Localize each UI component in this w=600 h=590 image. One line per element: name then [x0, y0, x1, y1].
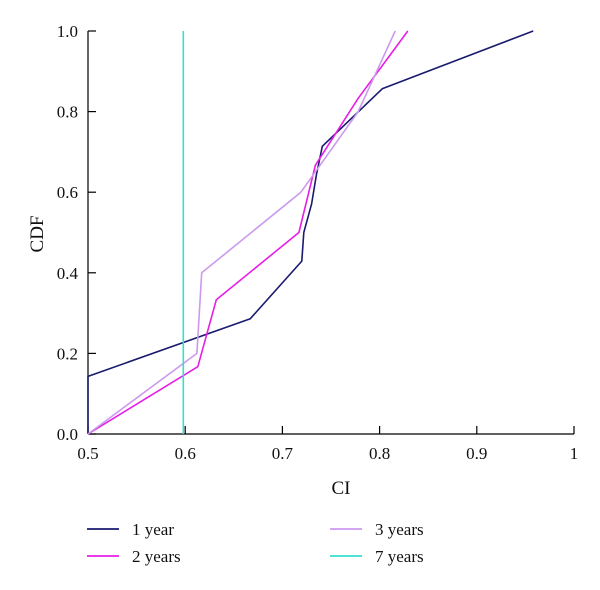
series-line-1-year	[87, 30, 534, 434]
y-axis-title: CDF	[27, 216, 48, 253]
x-axis-title: CI	[332, 478, 351, 499]
legend-label-1-year: 1 year	[132, 520, 174, 539]
y-tick-label: 0.6	[57, 183, 78, 202]
x-tick-label: 0.7	[272, 444, 294, 463]
y-tick-label: 0.8	[57, 103, 78, 122]
x-tick-label: 0.5	[77, 444, 98, 463]
legend: 1 year 2 years 3 years 7 years	[87, 520, 424, 566]
y-tick-label: 1.0	[57, 22, 78, 41]
x-tick-label: 0.8	[369, 444, 390, 463]
x-tick-label: 0.9	[466, 444, 487, 463]
legend-label-7-years: 7 years	[375, 547, 424, 566]
y-tick-label: 0.0	[57, 425, 78, 444]
legend-label-3-years: 3 years	[375, 520, 424, 539]
axes: 0.5 0.6 0.7 0.8 0.9 1 0.0 0.2 0.4 0.6 0.8 1.0	[57, 22, 579, 463]
x-tick-label: 1	[570, 444, 579, 463]
series-lines	[87, 30, 534, 435]
series-line-3-years	[87, 30, 396, 435]
y-tick-label: 0.2	[57, 344, 78, 363]
legend-label-2-years: 2 years	[132, 547, 181, 566]
series-line-2-years	[87, 30, 409, 435]
x-tick-label: 0.6	[175, 444, 196, 463]
y-tick-label: 0.4	[57, 264, 79, 283]
